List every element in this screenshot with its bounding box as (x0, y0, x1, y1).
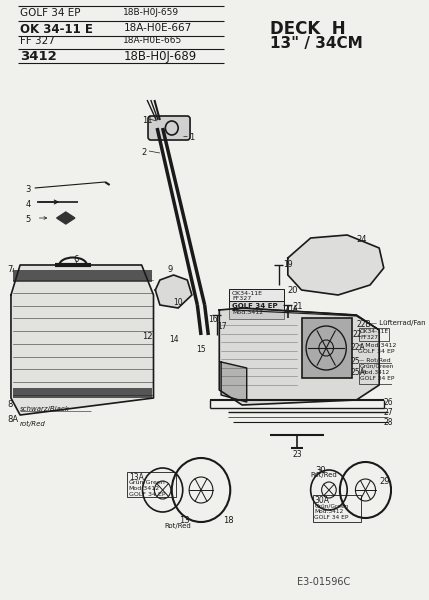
Text: schwarz/Black: schwarz/Black (20, 406, 70, 412)
FancyBboxPatch shape (148, 116, 190, 140)
Text: 13: 13 (179, 516, 190, 525)
Text: 21: 21 (293, 302, 303, 311)
FancyBboxPatch shape (13, 388, 152, 398)
Text: GOLF 34 EP: GOLF 34 EP (314, 515, 349, 520)
FancyBboxPatch shape (13, 270, 152, 282)
Text: — Rot/Red: — Rot/Red (358, 357, 391, 362)
Text: — Lüfterrad/Fan: — Lüfterrad/Fan (370, 320, 426, 326)
Text: Mod.3412: Mod.3412 (232, 310, 263, 315)
Text: 27: 27 (384, 408, 393, 417)
Text: OK34-11E: OK34-11E (232, 291, 263, 296)
Text: GOLF 34 EP: GOLF 34 EP (360, 376, 395, 381)
Polygon shape (11, 265, 154, 415)
Text: 20A: 20A (283, 305, 298, 314)
Text: GOLF 34 EP: GOLF 34 EP (129, 492, 165, 497)
Text: 20: 20 (288, 286, 298, 295)
Text: 4: 4 (26, 200, 31, 209)
Text: 6: 6 (73, 255, 79, 264)
Text: Mod.3412: Mod.3412 (129, 486, 160, 491)
Text: 3412: 3412 (20, 50, 57, 63)
Text: 3: 3 (26, 185, 31, 194)
Text: < Mod.3412: < Mod.3412 (358, 343, 396, 348)
Text: 28: 28 (384, 418, 393, 427)
Text: 2: 2 (142, 148, 147, 157)
Text: 22: 22 (353, 330, 362, 339)
Text: 30A: 30A (314, 496, 329, 505)
Text: 15: 15 (196, 345, 206, 354)
Text: 30: 30 (315, 466, 326, 475)
Text: rot/Red: rot/Red (20, 421, 46, 427)
Text: 10: 10 (174, 298, 183, 307)
Text: 18: 18 (223, 516, 233, 525)
Text: 24: 24 (356, 235, 367, 244)
Text: 12: 12 (142, 332, 152, 341)
Text: 13" / 34CM: 13" / 34CM (269, 36, 362, 51)
Text: Mod.3412: Mod.3412 (314, 509, 344, 514)
FancyBboxPatch shape (230, 301, 284, 319)
Text: GOLF 34 EP: GOLF 34 EP (20, 8, 81, 18)
Polygon shape (219, 308, 379, 405)
Text: Rot/Red: Rot/Red (164, 523, 191, 529)
Bar (302, 318, 352, 378)
Polygon shape (233, 308, 379, 330)
Text: Grün/Green: Grün/Green (314, 503, 349, 508)
Text: 18B-H0J-659: 18B-H0J-659 (124, 8, 179, 17)
Text: FF327: FF327 (360, 335, 378, 340)
Text: GOLF 34 EP: GOLF 34 EP (232, 303, 278, 309)
Text: FF 327: FF 327 (20, 36, 55, 46)
Text: 8A: 8A (7, 415, 18, 424)
Text: 25A: 25A (351, 368, 366, 377)
Polygon shape (57, 212, 75, 224)
Text: Rot/Red: Rot/Red (311, 472, 337, 478)
Text: 8: 8 (7, 400, 13, 409)
Text: 26: 26 (384, 398, 393, 407)
Text: 17: 17 (218, 322, 227, 331)
Text: OK 34-11 E: OK 34-11 E (20, 23, 93, 36)
Text: 13A: 13A (129, 473, 144, 482)
Text: 22B: 22B (356, 320, 371, 329)
Polygon shape (155, 275, 192, 308)
FancyBboxPatch shape (230, 289, 284, 303)
Text: Mod.3412: Mod.3412 (360, 370, 389, 375)
Text: 25: 25 (351, 357, 360, 366)
Text: 5: 5 (26, 215, 31, 224)
Text: 9: 9 (167, 265, 172, 274)
Text: 22A: 22A (351, 343, 366, 352)
Polygon shape (288, 235, 384, 295)
Text: 14: 14 (169, 335, 178, 344)
Text: 1: 1 (189, 133, 194, 142)
Text: 11: 11 (142, 116, 152, 125)
Text: 29: 29 (379, 477, 390, 486)
Text: DECK  H: DECK H (269, 20, 345, 38)
Text: Grün/Green: Grün/Green (360, 364, 394, 369)
Text: 19: 19 (283, 260, 293, 269)
Polygon shape (221, 362, 247, 402)
Text: OK34-11E: OK34-11E (360, 329, 389, 334)
Text: Grün/Green: Grün/Green (129, 480, 166, 485)
Text: 16: 16 (208, 315, 218, 324)
Text: 18A-H0E-665: 18A-H0E-665 (124, 36, 183, 45)
Text: 7: 7 (7, 265, 13, 274)
Text: 18B-H0J-689: 18B-H0J-689 (124, 50, 196, 63)
Text: E3-01596C: E3-01596C (297, 577, 350, 587)
Text: 23: 23 (293, 450, 302, 459)
Text: GOLF 34 EP: GOLF 34 EP (358, 349, 395, 354)
Text: 18A-H0E-667: 18A-H0E-667 (124, 23, 192, 33)
Text: FF327: FF327 (232, 296, 251, 301)
